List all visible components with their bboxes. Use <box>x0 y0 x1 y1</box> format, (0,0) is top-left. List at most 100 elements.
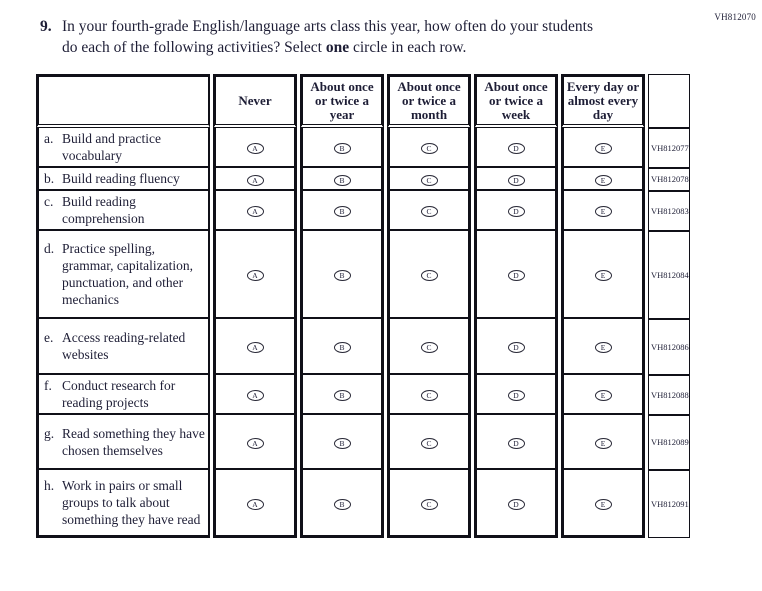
item-code: VH812077 <box>648 128 690 168</box>
option-circle-c[interactable]: C <box>420 342 438 354</box>
option-circle-b[interactable]: B <box>333 390 351 402</box>
option-cell: B <box>300 375 384 415</box>
option-cell: E <box>561 415 645 470</box>
option-cell: E <box>561 191 645 231</box>
option-cell: D <box>474 231 558 319</box>
option-cell: E <box>561 470 645 538</box>
option-circle-c[interactable]: C <box>420 270 438 282</box>
option-circle-a[interactable]: A <box>246 270 264 282</box>
option-cell: A <box>213 191 297 231</box>
option-circle-b[interactable]: B <box>333 498 351 510</box>
option-cell: B <box>300 168 384 191</box>
option-circle-a[interactable]: A <box>246 143 264 155</box>
option-cell: B <box>300 415 384 470</box>
option-circle-c[interactable]: C <box>420 174 438 186</box>
option-circle-d[interactable]: D <box>507 143 525 155</box>
option-circle-b[interactable]: B <box>333 437 351 449</box>
option-cell: A <box>213 319 297 375</box>
table-row: h. Work in pairs or small groups to talk … <box>36 470 690 538</box>
option-cell: A <box>213 128 297 168</box>
option-circle-c[interactable]: C <box>420 390 438 402</box>
option-cell: D <box>474 191 558 231</box>
option-cell: C <box>387 319 471 375</box>
question-text: 9. In your fourth-grade English/language… <box>40 16 680 58</box>
option-cell: C <box>387 470 471 538</box>
option-circle-a[interactable]: A <box>246 437 264 449</box>
option-cell: E <box>561 231 645 319</box>
option-cell: B <box>300 128 384 168</box>
option-circle-a[interactable]: A <box>246 342 264 354</box>
option-cell: D <box>474 128 558 168</box>
option-cell: C <box>387 375 471 415</box>
row-label-cell: f. Conduct research for reading projects <box>36 375 210 415</box>
option-circle-c[interactable]: C <box>420 143 438 155</box>
option-cell: A <box>213 470 297 538</box>
option-circle-d[interactable]: D <box>507 342 525 354</box>
option-circle-d[interactable]: D <box>507 174 525 186</box>
option-circle-a[interactable]: A <box>246 498 264 510</box>
option-circle-e[interactable]: E <box>594 174 612 186</box>
option-circle-b[interactable]: B <box>333 143 351 155</box>
table-row: a. Build and practice vocabulary A B C D … <box>36 128 690 168</box>
row-label-cell: e. Access reading-related websites <box>36 319 210 375</box>
option-circle-a[interactable]: A <box>246 174 264 186</box>
header-code-blank <box>648 74 690 128</box>
option-circle-e[interactable]: E <box>594 270 612 282</box>
option-circle-e[interactable]: E <box>594 390 612 402</box>
option-cell: E <box>561 319 645 375</box>
item-code: VH812088 <box>648 375 690 415</box>
option-circle-a[interactable]: A <box>246 206 264 218</box>
option-cell: E <box>561 128 645 168</box>
option-circle-d[interactable]: D <box>507 498 525 510</box>
option-circle-b[interactable]: B <box>333 174 351 186</box>
header-row: Never About once or twice a year About o… <box>36 74 690 128</box>
option-cell: D <box>474 375 558 415</box>
option-circle-b[interactable]: B <box>333 206 351 218</box>
option-cell: B <box>300 231 384 319</box>
table-row: g. Read something they have chosen themse… <box>36 415 690 470</box>
option-cell: B <box>300 191 384 231</box>
option-cell: C <box>387 191 471 231</box>
option-circle-b[interactable]: B <box>333 342 351 354</box>
header-once-twice-month: About once or twice a month <box>387 74 471 128</box>
row-label-cell: c. Build reading comprehension <box>36 191 210 231</box>
option-cell: A <box>213 375 297 415</box>
option-circle-d[interactable]: D <box>507 390 525 402</box>
option-circle-d[interactable]: D <box>507 437 525 449</box>
option-cell: C <box>387 415 471 470</box>
option-cell: D <box>474 319 558 375</box>
option-cell: C <box>387 128 471 168</box>
option-cell: A <box>213 415 297 470</box>
header-blank <box>36 74 210 128</box>
option-circle-e[interactable]: E <box>594 143 612 155</box>
item-code: VH812083 <box>648 191 690 231</box>
option-cell: D <box>474 470 558 538</box>
option-circle-e[interactable]: E <box>594 206 612 218</box>
row-label-cell: a. Build and practice vocabulary <box>36 128 210 168</box>
option-circle-e[interactable]: E <box>594 342 612 354</box>
option-circle-c[interactable]: C <box>420 498 438 510</box>
option-circle-d[interactable]: D <box>507 270 525 282</box>
option-cell: D <box>474 415 558 470</box>
option-cell: E <box>561 168 645 191</box>
option-circle-a[interactable]: A <box>246 390 264 402</box>
option-circle-b[interactable]: B <box>333 270 351 282</box>
option-circle-c[interactable]: C <box>420 437 438 449</box>
option-cell: A <box>213 168 297 191</box>
header-every-day: Every day or almost every day <box>561 74 645 128</box>
header-never: Never <box>213 74 297 128</box>
table-row: b. Build reading fluency A B C D E VH8120… <box>36 168 690 191</box>
option-circle-c[interactable]: C <box>420 206 438 218</box>
option-circle-e[interactable]: E <box>594 437 612 449</box>
option-circle-e[interactable]: E <box>594 498 612 510</box>
header-once-twice-week: About once or twice a week <box>474 74 558 128</box>
table-row: e. Access reading-related websites A B C … <box>36 319 690 375</box>
row-label-cell: d. Practice spelling, grammar, capitaliza… <box>36 231 210 319</box>
question-number: 9. <box>40 18 52 35</box>
item-code: VH812091 <box>648 470 690 538</box>
frequency-matrix-table: Never About once or twice a year About o… <box>33 74 693 538</box>
item-code: VH812084 <box>648 231 690 319</box>
option-cell: B <box>300 319 384 375</box>
option-circle-d[interactable]: D <box>507 206 525 218</box>
row-label-cell: g. Read something they have chosen themse… <box>36 415 210 470</box>
